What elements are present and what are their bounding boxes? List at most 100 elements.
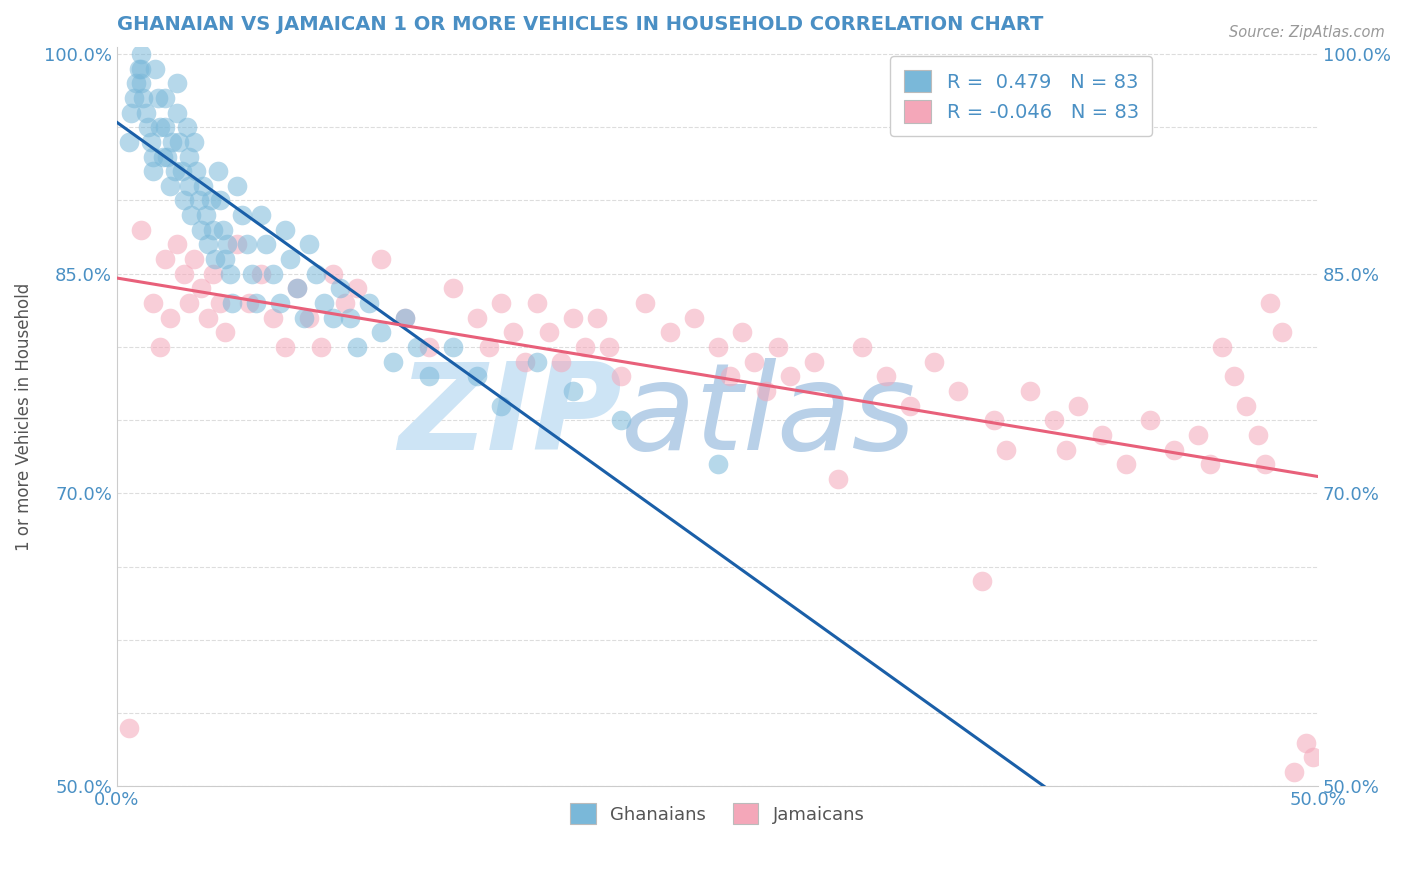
Jamaicans	[1254, 457, 1277, 471]
Ghanaians	[177, 149, 200, 163]
Jamaicans	[983, 413, 1005, 427]
Jamaicans	[1091, 428, 1114, 442]
Ghanaians	[207, 164, 229, 178]
Jamaicans	[298, 310, 321, 325]
Ghanaians	[190, 223, 212, 237]
Ghanaians	[183, 135, 205, 149]
Ghanaians	[211, 223, 233, 237]
Ghanaians	[406, 340, 429, 354]
Ghanaians	[418, 369, 440, 384]
Jamaicans	[202, 267, 225, 281]
Jamaicans	[766, 340, 789, 354]
Ghanaians	[170, 164, 193, 178]
Jamaicans	[346, 281, 368, 295]
Ghanaians	[562, 384, 585, 398]
Jamaicans	[1258, 296, 1281, 310]
Ghanaians	[169, 135, 191, 149]
Jamaicans	[538, 326, 561, 340]
Ghanaians	[202, 223, 225, 237]
Jamaicans	[159, 310, 181, 325]
Ghanaians	[160, 135, 183, 149]
Jamaicans	[183, 252, 205, 266]
Ghanaians	[120, 105, 142, 120]
Ghanaians	[262, 267, 284, 281]
Jamaicans	[1234, 399, 1257, 413]
Jamaicans	[1302, 750, 1324, 764]
Ghanaians	[312, 296, 335, 310]
Jamaicans	[779, 369, 801, 384]
Jamaicans	[946, 384, 969, 398]
Jamaicans	[418, 340, 440, 354]
Jamaicans	[1067, 399, 1090, 413]
Jamaicans	[994, 442, 1017, 457]
Jamaicans	[335, 296, 357, 310]
Ghanaians	[156, 149, 179, 163]
Ghanaians	[152, 149, 174, 163]
Ghanaians	[221, 296, 243, 310]
Jamaicans	[177, 296, 200, 310]
Jamaicans	[309, 340, 332, 354]
Jamaicans	[634, 296, 657, 310]
Ghanaians	[194, 208, 217, 222]
Jamaicans	[226, 237, 249, 252]
Jamaicans	[1043, 413, 1066, 427]
Jamaicans	[250, 267, 273, 281]
Ghanaians	[346, 340, 368, 354]
Ghanaians	[159, 178, 181, 193]
Jamaicans	[1199, 457, 1222, 471]
Ghanaians	[197, 237, 219, 252]
Jamaicans	[1247, 428, 1270, 442]
Jamaicans	[118, 721, 141, 735]
Ghanaians	[176, 120, 198, 135]
Ghanaians	[139, 135, 162, 149]
Ghanaians	[118, 135, 141, 149]
Jamaicans	[1054, 442, 1077, 457]
Ghanaians	[254, 237, 277, 252]
Ghanaians	[231, 208, 253, 222]
Jamaicans	[1271, 326, 1294, 340]
Jamaicans	[197, 310, 219, 325]
Ghanaians	[706, 457, 728, 471]
Ghanaians	[193, 178, 215, 193]
Ghanaians	[394, 310, 416, 325]
Ghanaians	[226, 178, 249, 193]
Legend: Ghanaians, Jamaicans: Ghanaians, Jamaicans	[558, 790, 877, 837]
Jamaicans	[898, 399, 921, 413]
Ghanaians	[278, 252, 301, 266]
Ghanaians	[219, 267, 242, 281]
Ghanaians	[382, 354, 405, 368]
Jamaicans	[658, 326, 681, 340]
Ghanaians	[245, 296, 267, 310]
Jamaicans	[598, 340, 620, 354]
Jamaicans	[851, 340, 873, 354]
Jamaicans	[526, 296, 548, 310]
Ghanaians	[200, 194, 222, 208]
Jamaicans	[1295, 735, 1317, 749]
Ghanaians	[209, 194, 232, 208]
Jamaicans	[142, 296, 165, 310]
Jamaicans	[465, 310, 488, 325]
Jamaicans	[1282, 764, 1305, 779]
Ghanaians	[129, 76, 152, 90]
Jamaicans	[922, 354, 945, 368]
Ghanaians	[145, 62, 167, 76]
Jamaicans	[166, 237, 188, 252]
Jamaicans	[1018, 384, 1040, 398]
Jamaicans	[803, 354, 825, 368]
Ghanaians	[153, 91, 176, 105]
Y-axis label: 1 or more Vehicles in Household: 1 or more Vehicles in Household	[15, 283, 32, 550]
Ghanaians	[180, 208, 202, 222]
Ghanaians	[274, 223, 297, 237]
Ghanaians	[166, 76, 188, 90]
Ghanaians	[128, 62, 150, 76]
Jamaicans	[149, 340, 172, 354]
Jamaicans	[214, 326, 236, 340]
Ghanaians	[173, 194, 195, 208]
Jamaicans	[153, 252, 176, 266]
Jamaicans	[1139, 413, 1161, 427]
Jamaicans	[515, 354, 537, 368]
Jamaicans	[562, 310, 585, 325]
Ghanaians	[285, 281, 308, 295]
Jamaicans	[682, 310, 704, 325]
Jamaicans	[441, 281, 464, 295]
